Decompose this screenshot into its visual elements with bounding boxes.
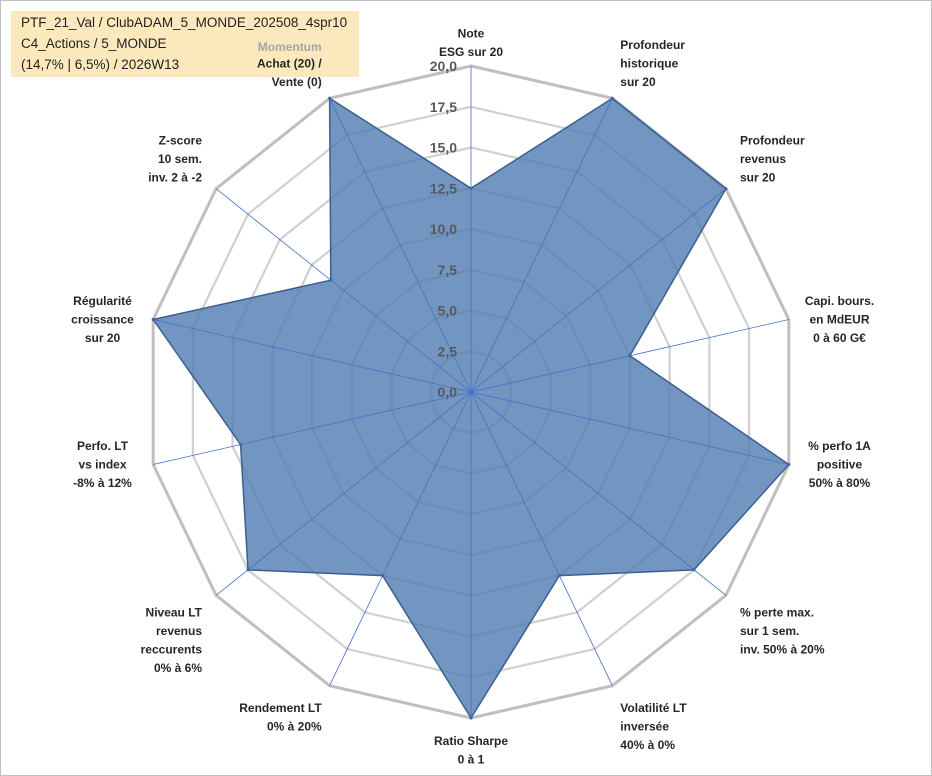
axis-label-line: 50% à 80%	[809, 476, 871, 490]
axis-label-line: sur 1 sem.	[740, 624, 799, 638]
tick-label: 12,5	[430, 180, 457, 196]
axis-label-line: 0% à 20%	[267, 719, 322, 733]
info-line-portfolio: PTF_21_Val / ClubADAM_5_MONDE_202508_4sp…	[21, 15, 348, 30]
axis-label-line: Profondeur	[620, 38, 685, 52]
axis-label-line: inv. 2 à -2	[148, 171, 202, 185]
axis-label: Capi. bours. en MdEUR 0 à 60 G€	[805, 294, 874, 345]
axis-spoke	[153, 391, 472, 465]
axis-label: Volatilité LT inversée 40% à 0%	[620, 701, 687, 752]
axis-label: Achat (20) / Vente (0)	[257, 57, 322, 90]
tick-label: 10,0	[430, 221, 457, 237]
axis-label-line: Régularité	[73, 294, 132, 308]
axis-label-line: Achat (20) /	[257, 57, 322, 71]
axis-spoke	[329, 391, 472, 686]
axis-spoke	[470, 98, 613, 393]
axis-spoke	[215, 391, 472, 596]
axis-label: Régularité croissance sur 20	[71, 294, 134, 345]
tick-label: 2,5	[438, 343, 458, 359]
axis-label-line: Perfo. LT	[77, 439, 129, 453]
axis-label-line: historique	[620, 57, 678, 71]
axis-label-line: revenus	[156, 624, 202, 638]
axis-label-line: Volatilité LT	[620, 701, 687, 715]
axis-sublabel: Momentum	[258, 40, 322, 54]
info-line-category: C4_Actions / 5_MONDE	[21, 36, 167, 51]
axis-label: Ratio Sharpe 0 à 1	[434, 734, 508, 767]
axis-spoke	[215, 188, 472, 393]
axis-label-line: 10 sem.	[158, 152, 202, 166]
axis-spoke	[470, 391, 727, 596]
axis-label-line: 40% à 0%	[620, 738, 675, 752]
axis-spoke	[470, 391, 613, 686]
axis-label-line: inversée	[620, 719, 669, 733]
axis-label-line: 0 à 60 G€	[813, 331, 866, 345]
axis-label-line: Vente (0)	[272, 75, 322, 89]
axis-spoke	[470, 188, 727, 393]
tick-label: 5,0	[438, 303, 458, 319]
axis-label-line: Niveau LT	[146, 606, 203, 620]
axis-spoke	[153, 319, 472, 393]
axis-label-line: Z-score	[159, 134, 203, 148]
axis-label: % perte max. sur 1 sem. inv. 50% à 20%	[740, 606, 825, 657]
info-line-stats: (14,7% | 6,5%) / 2026W13	[21, 57, 180, 72]
axis-spoke	[470, 319, 789, 393]
axis-label-line: 0 à 1	[458, 753, 485, 767]
axis-label-line: % perfo 1A	[808, 439, 871, 453]
axis-label: Z-score 10 sem. inv. 2 à -2	[148, 134, 202, 185]
tick-label: 20,0	[430, 58, 457, 74]
tick-label: 7,5	[438, 262, 458, 278]
axis-label: Niveau LT revenus reccurents 0% à 6%	[141, 606, 203, 676]
axis-spoke	[329, 98, 472, 393]
axis-label-line: 0% à 6%	[154, 661, 202, 675]
axis-label-line: croissance	[71, 313, 134, 327]
axis-label: Note ESG sur 20	[439, 27, 503, 60]
axis-label: Profondeur historique sur 20	[620, 38, 685, 89]
tick-label: 15,0	[430, 140, 457, 156]
axis-label-line: en MdEUR	[810, 313, 870, 327]
axis-label-line: Note	[458, 27, 485, 41]
axis-label-line: inv. 50% à 20%	[740, 643, 825, 657]
axis-label: Rendement LT 0% à 20%	[239, 701, 322, 734]
axis-label: Perfo. LT vs index -8% à 12%	[73, 439, 132, 490]
axis-label-line: sur 20	[740, 171, 776, 185]
axis-label-line: sur 20	[85, 331, 121, 345]
axis-label-line: reccurents	[141, 643, 203, 657]
axis-label-line: Rendement LT	[239, 701, 322, 715]
axis-label-line: Ratio Sharpe	[434, 734, 508, 748]
axis-label-line: Capi. bours.	[805, 294, 874, 308]
axis-spoke	[470, 391, 789, 465]
axis-label-line: -8% à 12%	[73, 476, 132, 490]
tick-label: 17,5	[430, 99, 457, 115]
axis-label-line: positive	[817, 458, 863, 472]
axis-label: % perfo 1A positive 50% à 80%	[808, 439, 871, 490]
axis-label-line: ESG sur 20	[439, 45, 503, 59]
axis-label-line: revenus	[740, 152, 786, 166]
axis-label-line: vs index	[78, 458, 126, 472]
axis-label-line: Profondeur	[740, 134, 805, 148]
axis-label-line: sur 20	[620, 75, 656, 89]
axis-label: Profondeur revenus sur 20	[740, 134, 805, 185]
axis-label-line: % perte max.	[740, 606, 814, 620]
tick-label: 0,0	[438, 384, 458, 400]
info-box: PTF_21_Val / ClubADAM_5_MONDE_202508_4sp…	[11, 11, 359, 77]
